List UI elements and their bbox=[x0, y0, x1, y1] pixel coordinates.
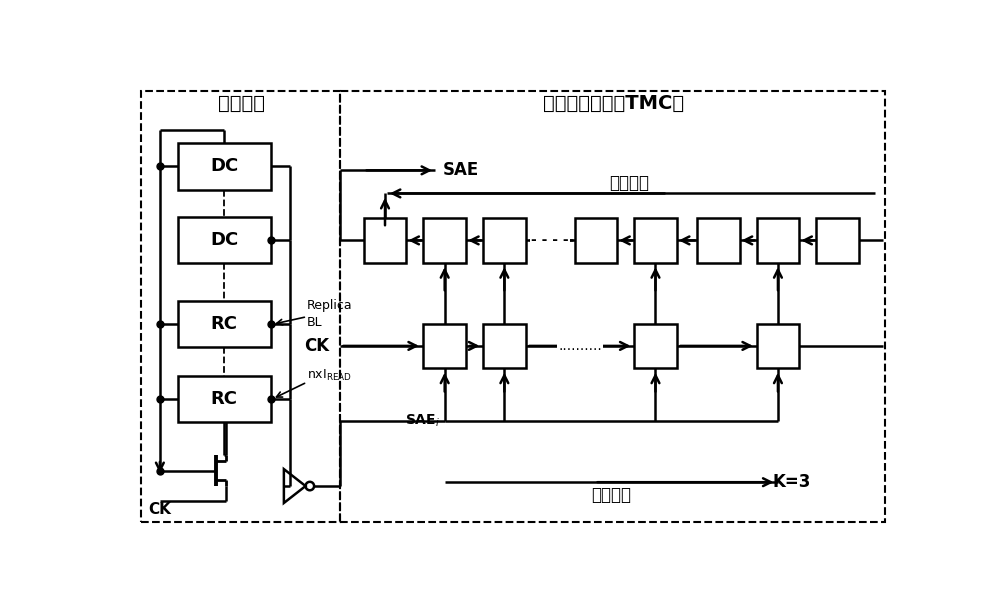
Bar bbox=[364, 218, 406, 263]
Text: K=3: K=3 bbox=[773, 473, 811, 491]
Text: RC: RC bbox=[211, 315, 238, 334]
Bar bbox=[340, 91, 885, 522]
Text: RC: RC bbox=[211, 390, 238, 408]
Text: 正向通路: 正向通路 bbox=[591, 486, 631, 504]
Text: DC: DC bbox=[210, 230, 238, 249]
Bar bbox=[574, 218, 617, 263]
Text: DC: DC bbox=[210, 158, 238, 175]
Bar bbox=[178, 376, 271, 422]
Text: SAE: SAE bbox=[443, 161, 479, 180]
Bar bbox=[140, 91, 340, 522]
Bar bbox=[178, 144, 271, 189]
Bar bbox=[178, 301, 271, 348]
Bar bbox=[697, 218, 740, 263]
Text: ..........: .......... bbox=[558, 339, 602, 353]
Text: 反向通路: 反向通路 bbox=[609, 174, 649, 192]
Bar bbox=[178, 216, 271, 263]
Bar bbox=[816, 218, 859, 263]
Text: CK: CK bbox=[148, 502, 171, 517]
Bar bbox=[634, 324, 677, 368]
Text: CK: CK bbox=[304, 337, 329, 355]
Bar bbox=[757, 324, 799, 368]
Text: 时序倍乘电路（TMC）: 时序倍乘电路（TMC） bbox=[543, 94, 684, 113]
Bar bbox=[423, 218, 466, 263]
Bar bbox=[483, 324, 526, 368]
Text: Replica: Replica bbox=[307, 299, 353, 312]
Text: SAE$_i$: SAE$_i$ bbox=[405, 412, 440, 429]
Text: 时序复制: 时序复制 bbox=[218, 94, 265, 113]
Bar bbox=[423, 324, 466, 368]
Text: nxI$_{\mathregular{READ}}$: nxI$_{\mathregular{READ}}$ bbox=[307, 368, 352, 384]
Text: - - - -: - - - - bbox=[531, 233, 569, 247]
Text: BL: BL bbox=[307, 315, 323, 329]
Bar bbox=[757, 218, 799, 263]
Bar bbox=[483, 218, 526, 263]
Bar bbox=[634, 218, 677, 263]
